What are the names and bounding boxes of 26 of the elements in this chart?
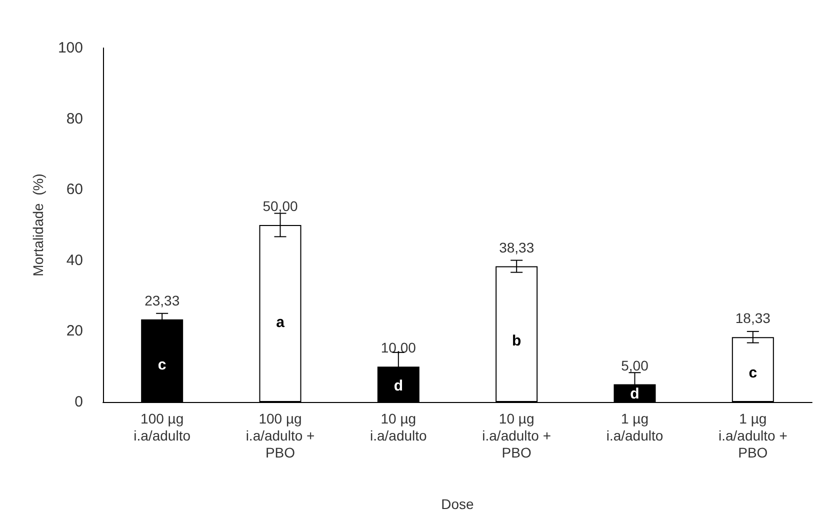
annotation: c [158, 356, 166, 374]
data-label: 38,33 [499, 239, 534, 256]
annotation: a [276, 314, 286, 331]
x-tick-label: 1 µg i.a/adulto + PBO [718, 410, 788, 460]
data-label: 10,00 [380, 340, 416, 356]
x-axis-title: Dose [441, 496, 474, 512]
y-tick-label: 40 [66, 252, 83, 269]
y-axis-title: Mortalidade (%) [30, 174, 46, 276]
annotation: b [512, 332, 522, 350]
y-tick-label: 80 [66, 110, 83, 128]
data-label: 18,33 [735, 310, 771, 326]
x-tick-label: 100 µg i.a/adulto + PBO [246, 410, 315, 460]
data-label: 50,00 [262, 198, 298, 214]
annotation: c [748, 364, 758, 382]
annotation: d [394, 378, 404, 395]
annotation: d [630, 386, 640, 403]
x-tick-label: 10 µg i.a/adulto + PBO [482, 410, 552, 460]
y-tick-label: 0 [74, 394, 83, 410]
y-tick-label: 20 [66, 322, 83, 340]
x-tick-label: 100 µg i.a/adulto [134, 410, 191, 444]
data-label: 23,33 [144, 292, 180, 308]
x-tick-label: 1 µg i.a/adulto [606, 410, 664, 444]
y-tick-label: 60 [66, 181, 83, 198]
x-tick-label: 10 µg i.a/adulto [370, 410, 428, 444]
data-label: 5,00 [621, 357, 649, 374]
y-tick-label: 100 [58, 40, 83, 56]
